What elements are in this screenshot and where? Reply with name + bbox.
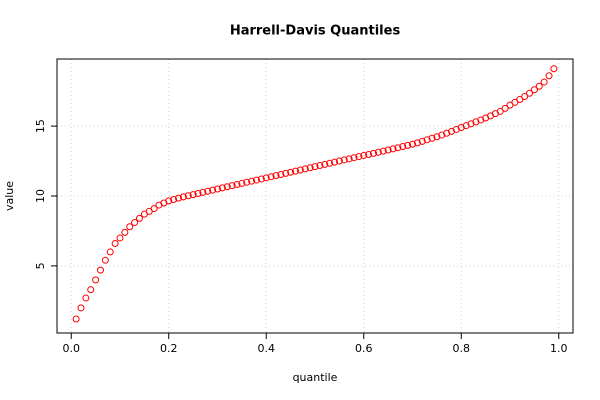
point bbox=[321, 160, 329, 168]
point bbox=[350, 154, 358, 162]
point bbox=[165, 197, 173, 205]
point bbox=[121, 228, 129, 236]
point bbox=[540, 78, 548, 86]
point bbox=[550, 65, 558, 73]
point bbox=[126, 223, 134, 231]
point bbox=[199, 188, 207, 196]
chart-title: Harrell-Davis Quantiles bbox=[230, 24, 401, 39]
point bbox=[135, 214, 143, 222]
point bbox=[335, 157, 343, 165]
point bbox=[194, 189, 202, 197]
point bbox=[394, 144, 402, 152]
point bbox=[433, 133, 441, 141]
point bbox=[291, 167, 299, 175]
x-tick-label: 0.2 bbox=[160, 342, 178, 355]
point bbox=[399, 143, 407, 151]
point bbox=[257, 175, 265, 183]
point bbox=[150, 205, 158, 213]
point bbox=[501, 104, 509, 112]
point bbox=[282, 169, 290, 177]
x-tick-label: 0.6 bbox=[355, 342, 373, 355]
x-tick-label: 1.0 bbox=[550, 342, 568, 355]
point bbox=[72, 315, 80, 323]
point bbox=[516, 96, 524, 104]
y-tick-label: 15 bbox=[34, 119, 47, 133]
point bbox=[545, 72, 553, 80]
point bbox=[267, 173, 275, 181]
point bbox=[418, 137, 426, 145]
plot-frame bbox=[56, 58, 574, 334]
point bbox=[77, 304, 85, 312]
point bbox=[331, 158, 339, 166]
point bbox=[360, 151, 368, 159]
point bbox=[189, 191, 197, 199]
point bbox=[233, 181, 241, 189]
point bbox=[218, 184, 226, 192]
point bbox=[365, 150, 373, 158]
point bbox=[443, 129, 451, 137]
point bbox=[252, 176, 260, 184]
point bbox=[521, 92, 529, 100]
point bbox=[213, 185, 221, 193]
point bbox=[96, 266, 104, 274]
point bbox=[92, 276, 100, 284]
point bbox=[457, 124, 465, 131]
point bbox=[409, 140, 417, 148]
point bbox=[438, 131, 446, 139]
point bbox=[101, 256, 109, 264]
point bbox=[131, 219, 139, 227]
point bbox=[462, 122, 470, 130]
point bbox=[238, 179, 246, 187]
point bbox=[262, 174, 270, 182]
point bbox=[272, 172, 280, 180]
point bbox=[174, 194, 182, 202]
point bbox=[530, 86, 538, 94]
x-tick-label: 0.0 bbox=[62, 342, 80, 355]
x-tick-label: 0.4 bbox=[257, 342, 275, 355]
y-tick-label: 5 bbox=[34, 262, 47, 269]
point bbox=[496, 107, 504, 115]
point bbox=[340, 156, 348, 164]
point bbox=[428, 134, 436, 142]
point bbox=[326, 159, 334, 167]
point bbox=[106, 248, 114, 256]
point bbox=[316, 162, 324, 170]
point bbox=[423, 136, 431, 144]
point bbox=[535, 82, 543, 90]
point bbox=[87, 286, 95, 294]
point bbox=[179, 193, 187, 201]
point bbox=[355, 153, 363, 161]
point bbox=[111, 240, 119, 248]
point bbox=[184, 192, 192, 200]
point bbox=[209, 186, 217, 194]
y-axis-label: value bbox=[3, 181, 16, 211]
point bbox=[296, 166, 304, 174]
point bbox=[277, 170, 285, 178]
x-tick-label: 0.8 bbox=[453, 342, 471, 355]
point bbox=[311, 163, 319, 171]
point bbox=[404, 141, 412, 149]
point bbox=[223, 183, 231, 191]
point bbox=[248, 177, 256, 185]
point bbox=[345, 155, 353, 163]
point bbox=[287, 168, 295, 176]
point bbox=[526, 89, 534, 97]
point bbox=[170, 195, 178, 203]
y-tick-label: 10 bbox=[34, 189, 47, 203]
x-axis-label: quantile bbox=[293, 371, 338, 384]
point bbox=[379, 147, 387, 155]
point bbox=[116, 234, 124, 242]
point bbox=[413, 139, 421, 147]
point bbox=[243, 178, 251, 186]
point bbox=[228, 182, 236, 190]
point bbox=[370, 149, 378, 157]
point bbox=[204, 187, 212, 195]
point bbox=[301, 165, 309, 173]
point bbox=[306, 164, 314, 172]
point bbox=[374, 148, 382, 156]
point bbox=[82, 294, 90, 302]
point bbox=[389, 145, 397, 153]
point bbox=[384, 146, 392, 154]
